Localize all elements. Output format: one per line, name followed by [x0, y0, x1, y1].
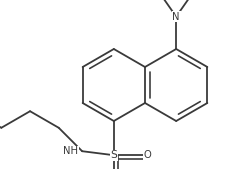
Text: NH: NH [63, 146, 78, 156]
Text: S: S [110, 150, 117, 160]
Text: N: N [172, 12, 180, 22]
Text: O: O [143, 150, 151, 160]
